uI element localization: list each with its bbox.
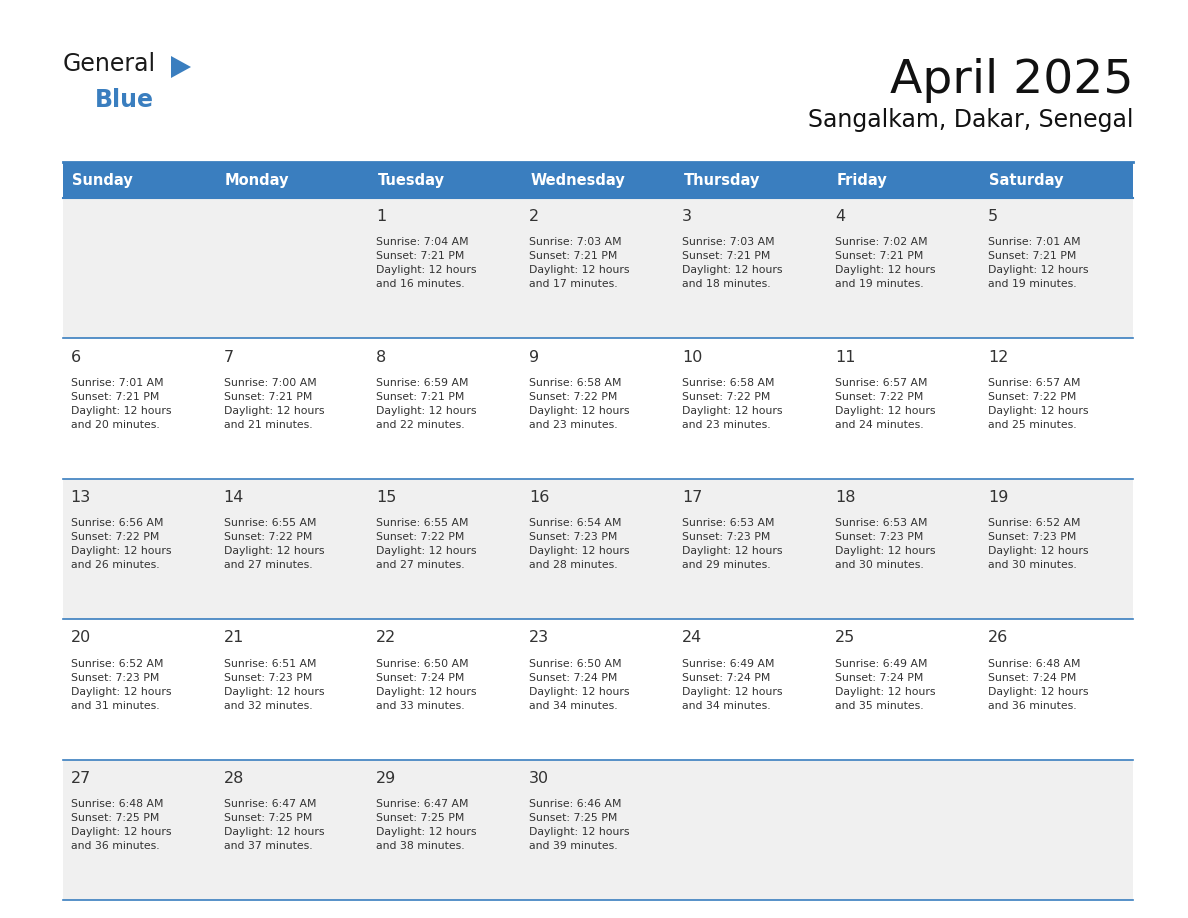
Bar (216, 162, 368, 198)
Text: Sunrise: 6:48 AM
Sunset: 7:24 PM
Daylight: 12 hours
and 36 minutes.: Sunrise: 6:48 AM Sunset: 7:24 PM Dayligh… (987, 658, 1088, 711)
Text: Thursday: Thursday (683, 173, 760, 187)
Polygon shape (171, 56, 191, 78)
Bar (980, 162, 1133, 198)
Text: 27: 27 (70, 771, 91, 786)
Text: 18: 18 (835, 490, 855, 505)
Bar (63, 162, 216, 198)
Text: Sangalkam, Dakar, Senegal: Sangalkam, Dakar, Senegal (808, 108, 1133, 132)
Text: 8: 8 (377, 350, 386, 364)
Text: Sunrise: 6:47 AM
Sunset: 7:25 PM
Daylight: 12 hours
and 38 minutes.: Sunrise: 6:47 AM Sunset: 7:25 PM Dayligh… (377, 799, 476, 851)
Text: Sunrise: 6:50 AM
Sunset: 7:24 PM
Daylight: 12 hours
and 33 minutes.: Sunrise: 6:50 AM Sunset: 7:24 PM Dayligh… (377, 658, 476, 711)
Text: Sunrise: 6:58 AM
Sunset: 7:22 PM
Daylight: 12 hours
and 23 minutes.: Sunrise: 6:58 AM Sunset: 7:22 PM Dayligh… (682, 377, 783, 430)
Text: 26: 26 (987, 631, 1009, 645)
Text: Tuesday: Tuesday (378, 173, 444, 187)
Text: Wednesday: Wednesday (531, 173, 626, 187)
Text: 1: 1 (377, 209, 386, 224)
Bar (827, 162, 980, 198)
Text: 23: 23 (529, 631, 549, 645)
Text: Sunrise: 7:03 AM
Sunset: 7:21 PM
Daylight: 12 hours
and 17 minutes.: Sunrise: 7:03 AM Sunset: 7:21 PM Dayligh… (529, 238, 630, 289)
Text: Sunrise: 7:03 AM
Sunset: 7:21 PM
Daylight: 12 hours
and 18 minutes.: Sunrise: 7:03 AM Sunset: 7:21 PM Dayligh… (682, 238, 783, 289)
Bar (63, 479, 1133, 620)
Bar (368, 162, 522, 198)
Text: Sunrise: 6:55 AM
Sunset: 7:22 PM
Daylight: 12 hours
and 27 minutes.: Sunrise: 6:55 AM Sunset: 7:22 PM Dayligh… (223, 518, 324, 570)
Text: 19: 19 (987, 490, 1009, 505)
Text: 7: 7 (223, 350, 234, 364)
Text: Monday: Monday (225, 173, 290, 187)
Text: 20: 20 (70, 631, 91, 645)
Text: Sunrise: 7:01 AM
Sunset: 7:21 PM
Daylight: 12 hours
and 20 minutes.: Sunrise: 7:01 AM Sunset: 7:21 PM Dayligh… (70, 377, 171, 430)
Text: 15: 15 (377, 490, 397, 505)
Text: Friday: Friday (836, 173, 887, 187)
Text: 12: 12 (987, 350, 1009, 364)
Text: Sunrise: 6:46 AM
Sunset: 7:25 PM
Daylight: 12 hours
and 39 minutes.: Sunrise: 6:46 AM Sunset: 7:25 PM Dayligh… (529, 799, 630, 851)
Text: Saturday: Saturday (990, 173, 1063, 187)
Text: 11: 11 (835, 350, 855, 364)
Text: Sunrise: 6:52 AM
Sunset: 7:23 PM
Daylight: 12 hours
and 30 minutes.: Sunrise: 6:52 AM Sunset: 7:23 PM Dayligh… (987, 518, 1088, 570)
Text: 13: 13 (70, 490, 91, 505)
Text: Sunrise: 6:50 AM
Sunset: 7:24 PM
Daylight: 12 hours
and 34 minutes.: Sunrise: 6:50 AM Sunset: 7:24 PM Dayligh… (529, 658, 630, 711)
Text: 5: 5 (987, 209, 998, 224)
Text: Sunrise: 6:48 AM
Sunset: 7:25 PM
Daylight: 12 hours
and 36 minutes.: Sunrise: 6:48 AM Sunset: 7:25 PM Dayligh… (70, 799, 171, 851)
Text: Sunrise: 6:53 AM
Sunset: 7:23 PM
Daylight: 12 hours
and 29 minutes.: Sunrise: 6:53 AM Sunset: 7:23 PM Dayligh… (682, 518, 783, 570)
Text: 10: 10 (682, 350, 702, 364)
Text: 28: 28 (223, 771, 244, 786)
Bar (63, 620, 1133, 759)
Text: Sunrise: 6:53 AM
Sunset: 7:23 PM
Daylight: 12 hours
and 30 minutes.: Sunrise: 6:53 AM Sunset: 7:23 PM Dayligh… (835, 518, 935, 570)
Bar (63, 339, 1133, 479)
Bar (63, 198, 1133, 339)
Text: Sunrise: 6:59 AM
Sunset: 7:21 PM
Daylight: 12 hours
and 22 minutes.: Sunrise: 6:59 AM Sunset: 7:21 PM Dayligh… (377, 377, 476, 430)
Text: Sunrise: 7:02 AM
Sunset: 7:21 PM
Daylight: 12 hours
and 19 minutes.: Sunrise: 7:02 AM Sunset: 7:21 PM Dayligh… (835, 238, 935, 289)
Text: Sunrise: 7:01 AM
Sunset: 7:21 PM
Daylight: 12 hours
and 19 minutes.: Sunrise: 7:01 AM Sunset: 7:21 PM Dayligh… (987, 238, 1088, 289)
Bar (522, 162, 675, 198)
Text: Sunrise: 6:57 AM
Sunset: 7:22 PM
Daylight: 12 hours
and 24 minutes.: Sunrise: 6:57 AM Sunset: 7:22 PM Dayligh… (835, 377, 935, 430)
Text: Sunrise: 6:55 AM
Sunset: 7:22 PM
Daylight: 12 hours
and 27 minutes.: Sunrise: 6:55 AM Sunset: 7:22 PM Dayligh… (377, 518, 476, 570)
Text: General: General (63, 52, 156, 76)
Text: Sunrise: 6:54 AM
Sunset: 7:23 PM
Daylight: 12 hours
and 28 minutes.: Sunrise: 6:54 AM Sunset: 7:23 PM Dayligh… (529, 518, 630, 570)
Bar (675, 162, 827, 198)
Bar (63, 759, 1133, 900)
Text: Sunrise: 6:57 AM
Sunset: 7:22 PM
Daylight: 12 hours
and 25 minutes.: Sunrise: 6:57 AM Sunset: 7:22 PM Dayligh… (987, 377, 1088, 430)
Text: 4: 4 (835, 209, 845, 224)
Text: 9: 9 (529, 350, 539, 364)
Text: Sunrise: 6:49 AM
Sunset: 7:24 PM
Daylight: 12 hours
and 34 minutes.: Sunrise: 6:49 AM Sunset: 7:24 PM Dayligh… (682, 658, 783, 711)
Text: 6: 6 (70, 350, 81, 364)
Text: 14: 14 (223, 490, 244, 505)
Text: Blue: Blue (95, 88, 154, 112)
Text: 21: 21 (223, 631, 244, 645)
Text: 16: 16 (529, 490, 550, 505)
Text: Sunrise: 6:52 AM
Sunset: 7:23 PM
Daylight: 12 hours
and 31 minutes.: Sunrise: 6:52 AM Sunset: 7:23 PM Dayligh… (70, 658, 171, 711)
Text: 2: 2 (529, 209, 539, 224)
Text: Sunday: Sunday (72, 173, 133, 187)
Text: Sunrise: 6:58 AM
Sunset: 7:22 PM
Daylight: 12 hours
and 23 minutes.: Sunrise: 6:58 AM Sunset: 7:22 PM Dayligh… (529, 377, 630, 430)
Text: Sunrise: 7:00 AM
Sunset: 7:21 PM
Daylight: 12 hours
and 21 minutes.: Sunrise: 7:00 AM Sunset: 7:21 PM Dayligh… (223, 377, 324, 430)
Text: Sunrise: 6:56 AM
Sunset: 7:22 PM
Daylight: 12 hours
and 26 minutes.: Sunrise: 6:56 AM Sunset: 7:22 PM Dayligh… (70, 518, 171, 570)
Text: Sunrise: 6:47 AM
Sunset: 7:25 PM
Daylight: 12 hours
and 37 minutes.: Sunrise: 6:47 AM Sunset: 7:25 PM Dayligh… (223, 799, 324, 851)
Text: 17: 17 (682, 490, 702, 505)
Text: 24: 24 (682, 631, 702, 645)
Text: 3: 3 (682, 209, 693, 224)
Text: 22: 22 (377, 631, 397, 645)
Text: 25: 25 (835, 631, 855, 645)
Text: 29: 29 (377, 771, 397, 786)
Text: Sunrise: 7:04 AM
Sunset: 7:21 PM
Daylight: 12 hours
and 16 minutes.: Sunrise: 7:04 AM Sunset: 7:21 PM Dayligh… (377, 238, 476, 289)
Text: 30: 30 (529, 771, 549, 786)
Text: Sunrise: 6:51 AM
Sunset: 7:23 PM
Daylight: 12 hours
and 32 minutes.: Sunrise: 6:51 AM Sunset: 7:23 PM Dayligh… (223, 658, 324, 711)
Text: April 2025: April 2025 (890, 58, 1133, 103)
Text: Sunrise: 6:49 AM
Sunset: 7:24 PM
Daylight: 12 hours
and 35 minutes.: Sunrise: 6:49 AM Sunset: 7:24 PM Dayligh… (835, 658, 935, 711)
